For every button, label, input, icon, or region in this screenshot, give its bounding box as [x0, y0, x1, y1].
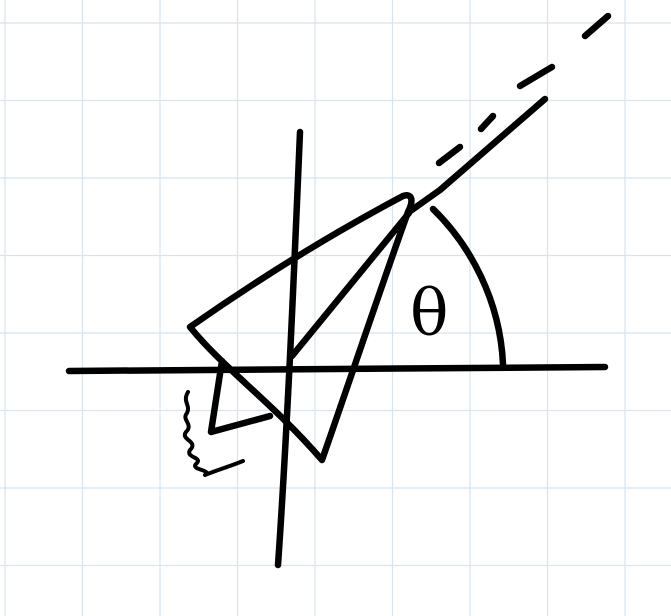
trajectory-dash-2: [481, 116, 493, 129]
x-axis: [69, 367, 605, 371]
trajectory-dash-4: [585, 16, 608, 36]
rocket-center-axis-line: [292, 213, 409, 356]
trajectory-dash-1: [439, 147, 460, 163]
angle-theta-label: θ: [410, 277, 449, 351]
rocket-body-outline: [190, 195, 411, 460]
trajectory-line: [409, 99, 545, 212]
